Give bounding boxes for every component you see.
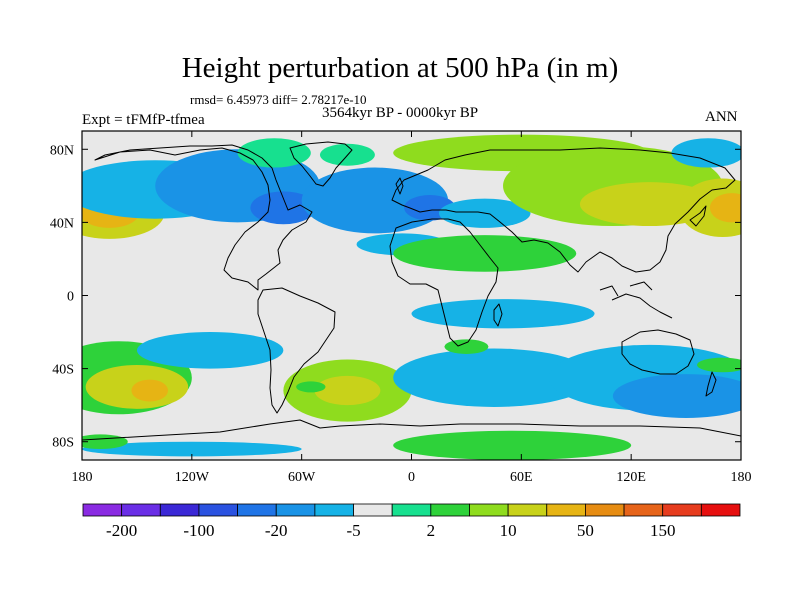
field-anomaly bbox=[296, 381, 326, 393]
x-tick-label: 60E bbox=[510, 470, 533, 485]
period-label: 3564kyr BP - 0000kyr BP bbox=[322, 105, 479, 121]
field-anomaly bbox=[314, 375, 381, 406]
contour-field bbox=[82, 131, 741, 460]
coastline-maritime-islands bbox=[599, 281, 673, 319]
coastline-japan bbox=[689, 205, 707, 227]
colorbar-label: 2 bbox=[427, 521, 436, 540]
field-anomaly bbox=[393, 235, 577, 272]
y-tick-label: 40S bbox=[52, 363, 74, 378]
colorbar-swatch bbox=[391, 503, 432, 517]
field-anomaly bbox=[301, 167, 449, 234]
coastlines bbox=[82, 141, 741, 441]
colorbar-swatch bbox=[546, 503, 586, 517]
field-anomaly bbox=[411, 299, 595, 329]
x-tick-label: 120E bbox=[616, 470, 646, 485]
colorbar-swatch bbox=[237, 503, 277, 517]
colorbar-swatch bbox=[662, 503, 702, 517]
colorbar-swatch bbox=[82, 503, 123, 517]
coastline-south-america bbox=[257, 287, 336, 414]
season-label: ANN bbox=[705, 109, 738, 125]
field-anomaly bbox=[612, 374, 741, 418]
field-anomaly bbox=[393, 430, 632, 460]
x-tick-label: 120W bbox=[175, 470, 210, 485]
colorbar-label: -100 bbox=[183, 521, 214, 540]
stats-text: rmsd= 6.45973 diff= 2.78217e-10 bbox=[190, 92, 367, 107]
coastline-greenland bbox=[289, 141, 353, 187]
field-anomaly bbox=[131, 379, 169, 402]
colorbar-swatch bbox=[430, 503, 470, 517]
axes: 180 120W 60W 0 60E 120E 180 80N 40N 0 40S 80S bbox=[50, 131, 752, 485]
colorbar-label: -20 bbox=[265, 521, 288, 540]
colorbar-label: 50 bbox=[577, 521, 594, 540]
y-tick-label: 80S bbox=[52, 436, 74, 451]
colorbar-label: -200 bbox=[106, 521, 137, 540]
x-tick-label: 60W bbox=[288, 470, 316, 485]
colorbar-label: 150 bbox=[650, 521, 676, 540]
colorbar-swatch bbox=[585, 503, 625, 517]
colorbar-swatch bbox=[469, 503, 509, 517]
experiment-label: Expt = tFMfP-tfmea bbox=[82, 112, 205, 128]
y-tick-label: 40N bbox=[50, 216, 74, 231]
x-tick-label: 0 bbox=[408, 470, 415, 485]
colorbar: -200 -100 -20 -5 2 10 50 150 bbox=[82, 503, 741, 540]
colorbar-swatch bbox=[121, 503, 161, 517]
field-anomaly bbox=[82, 441, 302, 457]
y-tick-label: 0 bbox=[67, 290, 74, 305]
coastline-north-america bbox=[94, 144, 313, 291]
field-anomaly bbox=[444, 339, 489, 354]
colorbar-swatch bbox=[275, 503, 316, 517]
field-anomaly bbox=[136, 332, 284, 369]
field-anomaly bbox=[82, 434, 128, 450]
x-tick-label: 180 bbox=[731, 470, 752, 485]
colorbar-swatch bbox=[159, 503, 200, 517]
field-anomaly bbox=[237, 138, 311, 168]
coastline-europe-asia bbox=[391, 147, 736, 273]
x-tick-label: 180 bbox=[72, 470, 93, 485]
colorbar-label: -5 bbox=[346, 521, 360, 540]
chart-title: Height perturbation at 500 hPa (in m) bbox=[181, 52, 619, 84]
colorbar-swatch bbox=[700, 503, 741, 517]
colorbar-swatch bbox=[353, 503, 393, 517]
y-tick-label: 80N bbox=[50, 143, 74, 158]
field-anomaly bbox=[709, 193, 741, 223]
colorbar-swatch bbox=[507, 503, 548, 517]
field-anomaly bbox=[393, 348, 595, 407]
coastline-antarctica bbox=[82, 419, 741, 441]
colorbar-swatch bbox=[623, 503, 664, 517]
field-anomaly bbox=[250, 191, 317, 225]
coastline-new-zealand bbox=[705, 371, 717, 397]
field-anomaly bbox=[697, 357, 741, 373]
coastline-africa bbox=[389, 218, 499, 347]
colorbar-swatch bbox=[198, 503, 238, 517]
coastline-madagascar bbox=[493, 303, 503, 327]
colorbar-label: 10 bbox=[500, 521, 517, 540]
coastline-australia bbox=[621, 329, 695, 375]
field-anomaly bbox=[671, 138, 741, 168]
colorbar-swatch bbox=[314, 503, 354, 517]
coastline-uk bbox=[395, 177, 404, 195]
